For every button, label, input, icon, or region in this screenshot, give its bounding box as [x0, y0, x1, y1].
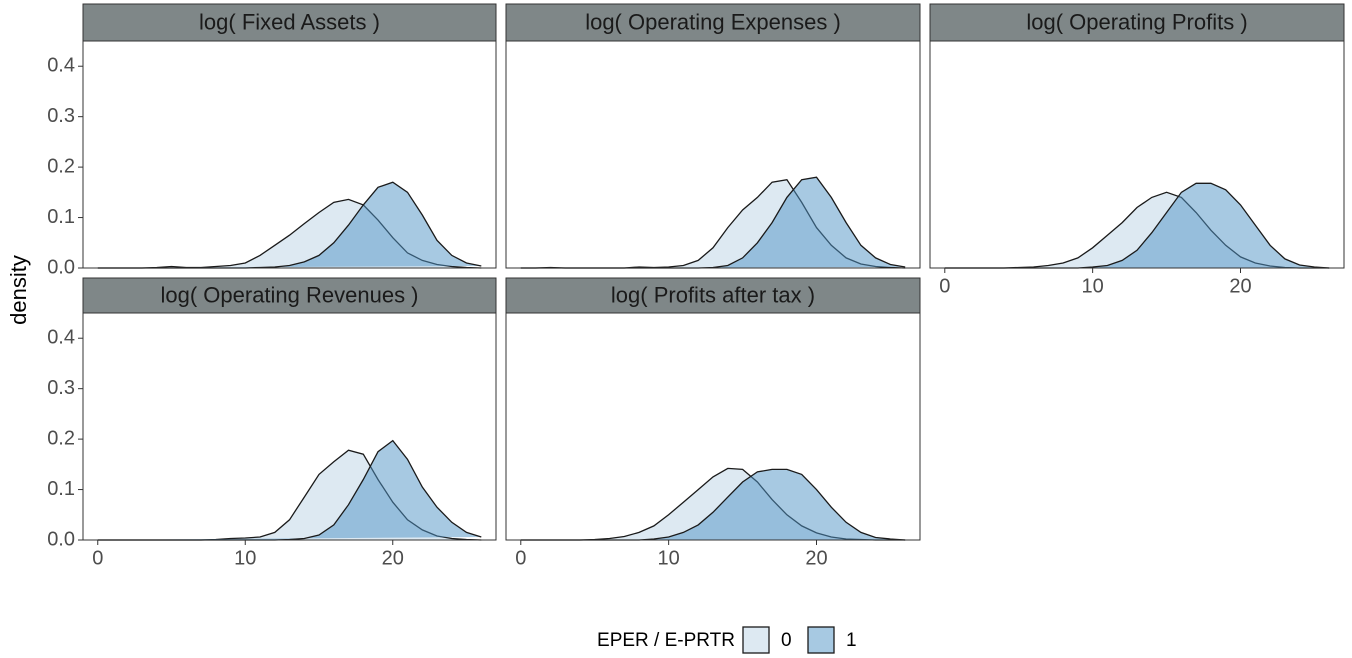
density-area: [97, 182, 482, 268]
x-tick-label: 0: [92, 547, 103, 569]
y-tick-label: 0.0: [47, 256, 75, 278]
y-tick-label: 0.1: [47, 206, 75, 228]
panel: [506, 41, 920, 268]
strip-title: log( Operating Profits ): [1026, 9, 1247, 34]
y-axis-label: density: [6, 255, 31, 325]
panel-border: [505, 312, 921, 541]
density-area: [944, 183, 1330, 268]
y-tick-label: 0.3: [47, 377, 75, 399]
x-tick-label: 20: [382, 547, 404, 569]
density-area: [520, 469, 906, 540]
strip-title: log( Operating Revenues ): [160, 282, 418, 307]
panel-border: [82, 312, 497, 541]
density-area: [944, 192, 1330, 268]
legend-swatch: [742, 626, 770, 654]
x-tick-label: 0: [939, 275, 950, 297]
panel-border: [82, 40, 497, 269]
density-area: [520, 468, 906, 540]
x-tick-label: 10: [234, 547, 256, 569]
strip-title: log( Profits after tax ): [611, 282, 815, 307]
y-tick-label: 0.3: [47, 105, 75, 127]
y-tick-label: 0.4: [47, 327, 75, 349]
x-tick-label: 0: [515, 547, 526, 569]
x-tick-label: 20: [1229, 275, 1251, 297]
legend-swatch: [807, 626, 835, 654]
density-area: [97, 440, 482, 540]
strip-title: log( Operating Expenses ): [585, 9, 841, 34]
panel-border: [505, 40, 921, 269]
strip-title: log( Fixed Assets ): [199, 9, 380, 34]
legend-title: EPER / E-PRTR: [597, 630, 735, 651]
legend-label: 1: [846, 630, 857, 651]
x-tick-label: 20: [805, 547, 827, 569]
legend-label: 0: [781, 630, 792, 651]
x-tick-label: 10: [1082, 275, 1104, 297]
y-tick-label: 0.2: [47, 427, 75, 449]
strip: [82, 3, 497, 42]
strip: [505, 3, 921, 42]
y-tick-label: 0.1: [47, 478, 75, 500]
y-tick-label: 0.0: [47, 528, 75, 550]
y-tick-label: 0.2: [47, 155, 75, 177]
density-area: [520, 177, 906, 268]
strip: [82, 277, 497, 314]
x-tick-label: 10: [658, 547, 680, 569]
strip: [505, 277, 921, 314]
y-tick-label: 0.4: [47, 55, 75, 77]
strip: [929, 3, 1345, 42]
panel-border: [929, 40, 1345, 269]
